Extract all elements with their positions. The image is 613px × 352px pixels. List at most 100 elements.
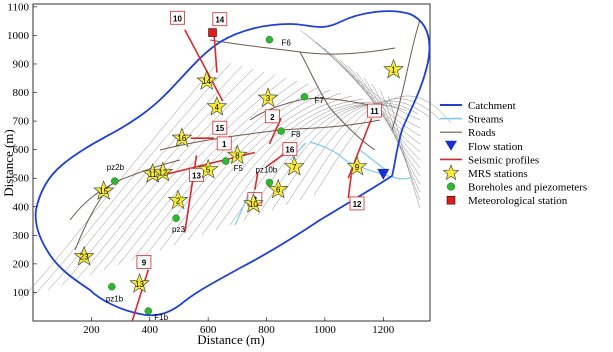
flow-station-marker (377, 168, 390, 180)
x-tick-label: 1200 (372, 324, 395, 336)
contour-line (159, 89, 331, 251)
y-tick-label: 500 (13, 173, 30, 185)
seismic-label-box (170, 10, 185, 25)
seismic-profile-3 (254, 172, 259, 190)
seismic-label-2: 2 (270, 113, 275, 122)
meteorological-station-marker (208, 28, 217, 37)
seismic-profile-13 (184, 155, 198, 233)
borehole-label: F8 (291, 130, 301, 139)
road-line (69, 159, 181, 221)
borehole-marker (265, 35, 274, 44)
contour-line (47, 65, 243, 291)
y-axis-ticks: 100 200 300 400 500 600 700 800 900 1000 1100 (7, 1, 37, 299)
contour-line (271, 102, 419, 211)
seismic-label-15: 15 (215, 124, 224, 133)
contour-line (201, 98, 364, 236)
road-line (299, 51, 376, 151)
mrs-station-label: 5 (206, 166, 211, 175)
borehole-label: F7 (314, 96, 324, 105)
legend-symbol-flow (445, 140, 457, 151)
seismic-label-9: 9 (142, 258, 147, 267)
seismic-label-box (212, 120, 228, 135)
mrs-station-label: 7 (292, 163, 297, 172)
y-tick-label: 700 (13, 116, 30, 128)
mrs-station-label: 4 (215, 103, 220, 112)
contour-line (215, 101, 375, 231)
legend-symbol-bore (446, 182, 456, 191)
mrs-station-15 (93, 180, 114, 200)
mrs-station-label: 2 (176, 196, 181, 205)
mrs-station-10 (243, 193, 264, 213)
y-tick-label: 900 (13, 58, 30, 70)
seismic-label-box (264, 109, 280, 124)
road-line (209, 39, 396, 55)
y-tick-label: 600 (13, 144, 30, 156)
legend-label-met: Meteorological station (468, 195, 568, 207)
y-tick-label: 300 (13, 230, 30, 242)
seismic-profile-9 (131, 269, 150, 322)
mrs-station-13 (129, 273, 150, 293)
road-line (159, 119, 381, 151)
mrs-station-label: 16 (177, 134, 186, 143)
borehole-label: pz1b (106, 295, 124, 304)
mrs-station-7 (283, 155, 305, 176)
mrs-station-12 (152, 161, 174, 182)
borehole-label: pz2b (107, 163, 125, 172)
borehole-marker (221, 157, 230, 165)
seismic-profile-14 (213, 32, 218, 73)
seismic-label-box (216, 136, 232, 151)
mrs-station-label: 9 (355, 163, 360, 172)
legend-symbol-mrs (442, 164, 460, 181)
mrs-station-9 (346, 155, 368, 176)
seismic-label-1: 1 (222, 140, 227, 149)
borehole-marker (265, 178, 274, 187)
boreholes-layer: F6 F7 F8 F5 pz10b pz2b pz3 pz1b F1b (106, 35, 324, 322)
stream-line (234, 194, 249, 226)
y-tick-label: 100 (13, 287, 30, 299)
y-tick-label: 400 (13, 201, 30, 213)
mrs-station-label: 13 (135, 280, 144, 289)
x-tick-label: 400 (142, 324, 159, 336)
legend-label-roads: Roads (468, 127, 496, 139)
x-axis-label: Distance (m) (197, 332, 265, 347)
catchment-boundary (34, 10, 431, 317)
legend-label-seismic: Seismic profiles (468, 154, 539, 166)
seismic-label-box (212, 12, 228, 27)
stream-line (289, 142, 307, 161)
mrs-station-label: 23 (80, 253, 89, 262)
borehole-marker (108, 282, 116, 291)
seismic-label-11: 11 (370, 107, 379, 116)
legend-label-mrs: MRS stations (468, 168, 528, 180)
mrs-station-label: 6 (276, 186, 281, 195)
x-axis-ticks: 200 400 600 800 1000 1200 (83, 317, 395, 336)
contour-line (103, 77, 287, 271)
stream-line (309, 141, 411, 180)
borehole-marker (144, 307, 153, 315)
mrs-station-2 (167, 189, 189, 210)
y-tick-label: 1100 (7, 1, 29, 13)
legend-label-streams: Streams (468, 114, 503, 126)
streams-layer (234, 141, 411, 226)
contour-line (187, 95, 353, 241)
x-tick-label: 1000 (314, 324, 337, 336)
road-line (391, 19, 421, 131)
mrs-station-label: 10 (249, 200, 258, 209)
legend-label-bore: Boreholes and piezometers (468, 182, 587, 194)
mrs-station-14 (196, 70, 218, 90)
contour-line (33, 62, 232, 296)
borehole-label: pz10b (255, 165, 277, 174)
contour-line (145, 86, 320, 256)
seismic-profile-12 (347, 175, 352, 199)
contour-line (285, 101, 430, 206)
borehole-marker (300, 93, 309, 101)
legend-symbol-met (446, 195, 456, 205)
borehole-label: F5 (234, 164, 244, 173)
mrs-station-1 (383, 58, 404, 79)
plot-frame (32, 3, 431, 322)
contour-line (299, 98, 441, 201)
borehole-label: F1b (154, 313, 168, 322)
seismic-label-13: 13 (192, 171, 201, 180)
mrs-station-label: 3 (266, 94, 271, 103)
